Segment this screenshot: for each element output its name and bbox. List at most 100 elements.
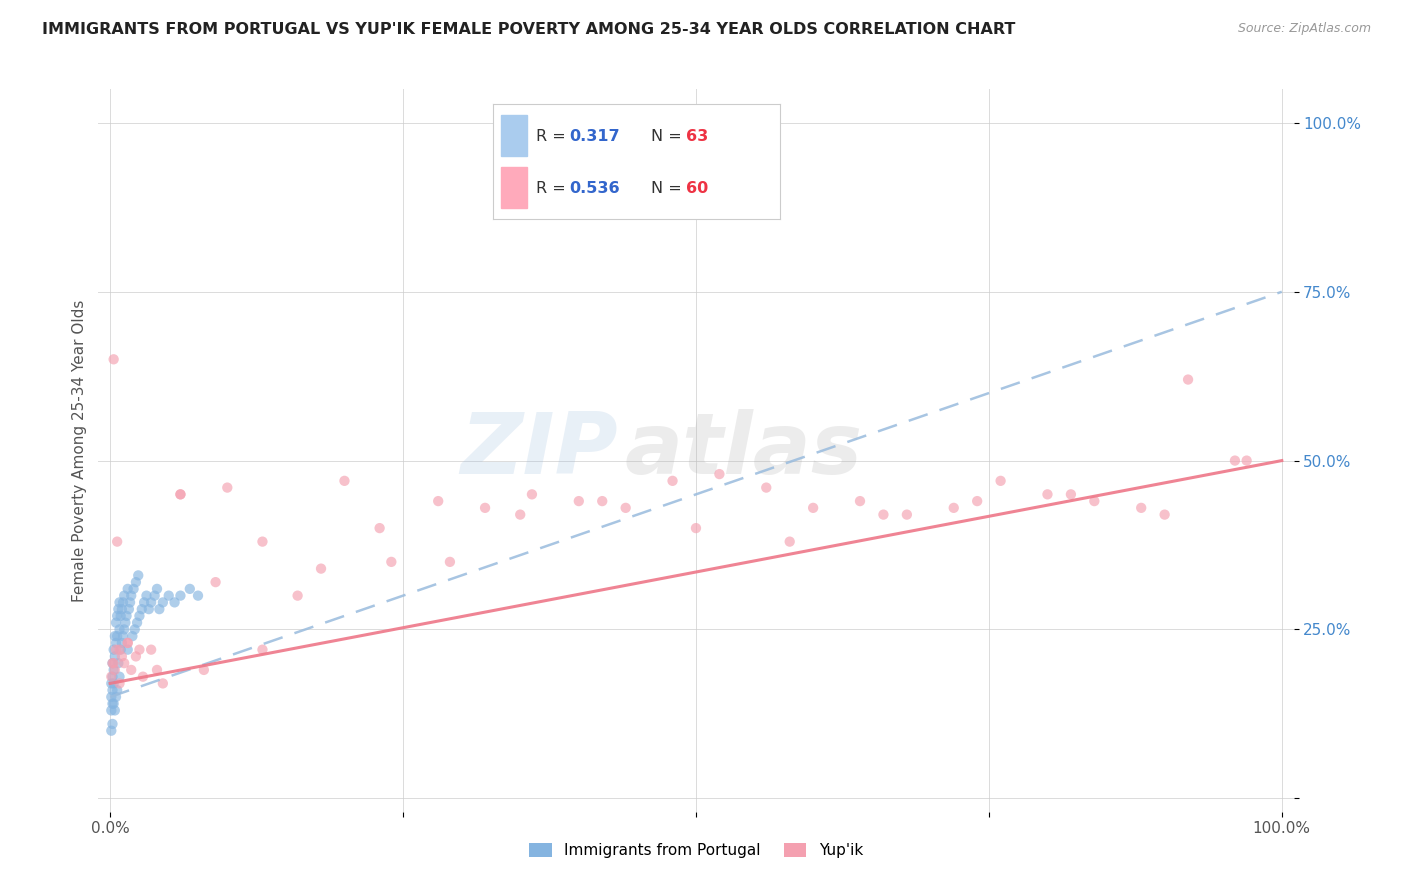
Point — [439, 555, 461, 569]
Point — [204, 575, 226, 590]
Point — [169, 487, 191, 501]
Text: 0.317: 0.317 — [569, 128, 620, 144]
Point — [108, 670, 131, 684]
Point — [117, 642, 139, 657]
Point — [110, 608, 132, 623]
Point — [152, 595, 174, 609]
Point — [1036, 487, 1059, 501]
Point — [193, 663, 215, 677]
Text: atlas: atlas — [624, 409, 862, 492]
Point — [105, 683, 128, 698]
Point — [568, 494, 591, 508]
Point — [112, 623, 135, 637]
Point — [661, 474, 683, 488]
Point — [115, 608, 138, 623]
Text: N =: N = — [651, 128, 686, 144]
Y-axis label: Female Poverty Among 25-34 Year Olds: Female Poverty Among 25-34 Year Olds — [72, 300, 87, 601]
Point — [157, 589, 180, 603]
Point — [120, 589, 142, 603]
Point — [105, 636, 128, 650]
Point — [124, 623, 146, 637]
Point — [128, 608, 150, 623]
Point — [103, 352, 125, 367]
Point — [152, 676, 174, 690]
Text: R =: R = — [536, 180, 571, 195]
Point — [368, 521, 391, 535]
Legend: Immigrants from Portugal, Yup'ik: Immigrants from Portugal, Yup'ik — [529, 843, 863, 858]
Point — [252, 642, 274, 657]
Point — [111, 636, 134, 650]
Point — [121, 629, 143, 643]
Point — [104, 663, 127, 677]
Point — [872, 508, 894, 522]
Text: 0.536: 0.536 — [569, 180, 620, 195]
Point — [105, 534, 128, 549]
Point — [1177, 373, 1199, 387]
Point — [614, 500, 637, 515]
Point — [112, 589, 135, 603]
Point — [100, 676, 122, 690]
Point — [120, 663, 142, 677]
Point — [112, 629, 135, 643]
Point — [131, 602, 153, 616]
Point — [141, 595, 163, 609]
Point — [111, 602, 134, 616]
Text: R =: R = — [536, 128, 571, 144]
Point — [101, 656, 124, 670]
Point — [896, 508, 918, 522]
Point — [1130, 500, 1153, 515]
Text: N =: N = — [651, 180, 686, 195]
Point — [105, 690, 128, 704]
Point — [127, 568, 149, 582]
FancyBboxPatch shape — [502, 115, 527, 156]
Point — [128, 642, 150, 657]
Point — [685, 521, 707, 535]
Point — [117, 582, 139, 596]
Point — [108, 595, 131, 609]
Point — [108, 676, 131, 690]
Text: 63: 63 — [686, 128, 709, 144]
Point — [427, 494, 450, 508]
Point — [105, 615, 128, 630]
Point — [252, 534, 274, 549]
Point — [101, 670, 124, 684]
Point — [801, 500, 824, 515]
Point — [990, 474, 1012, 488]
Point — [122, 582, 145, 596]
Point — [132, 595, 156, 609]
Point — [287, 589, 309, 603]
Point — [132, 670, 155, 684]
Point — [179, 582, 201, 596]
Point — [1223, 453, 1246, 467]
Point — [101, 717, 124, 731]
Point — [187, 589, 209, 603]
Point — [117, 636, 139, 650]
Point — [217, 481, 239, 495]
Point — [125, 575, 148, 590]
Point — [103, 642, 125, 657]
Point — [125, 649, 148, 664]
Point — [103, 656, 125, 670]
Point — [509, 508, 531, 522]
Point — [849, 494, 872, 508]
Point — [380, 555, 402, 569]
Text: IMMIGRANTS FROM PORTUGAL VS YUP'IK FEMALE POVERTY AMONG 25-34 YEAR OLDS CORRELAT: IMMIGRANTS FROM PORTUGAL VS YUP'IK FEMAL… — [42, 22, 1015, 37]
Point — [100, 670, 122, 684]
Point — [1153, 508, 1175, 522]
Text: 60: 60 — [686, 180, 709, 195]
Point — [709, 467, 731, 481]
Point — [1083, 494, 1105, 508]
Point — [755, 481, 778, 495]
Point — [104, 649, 127, 664]
Point — [942, 500, 965, 515]
Point — [117, 636, 139, 650]
Point — [333, 474, 356, 488]
Point — [100, 690, 122, 704]
Point — [100, 703, 122, 717]
Point — [108, 623, 131, 637]
Point — [779, 534, 801, 549]
Point — [169, 589, 191, 603]
Point — [143, 589, 166, 603]
Point — [1060, 487, 1083, 501]
Point — [114, 615, 136, 630]
